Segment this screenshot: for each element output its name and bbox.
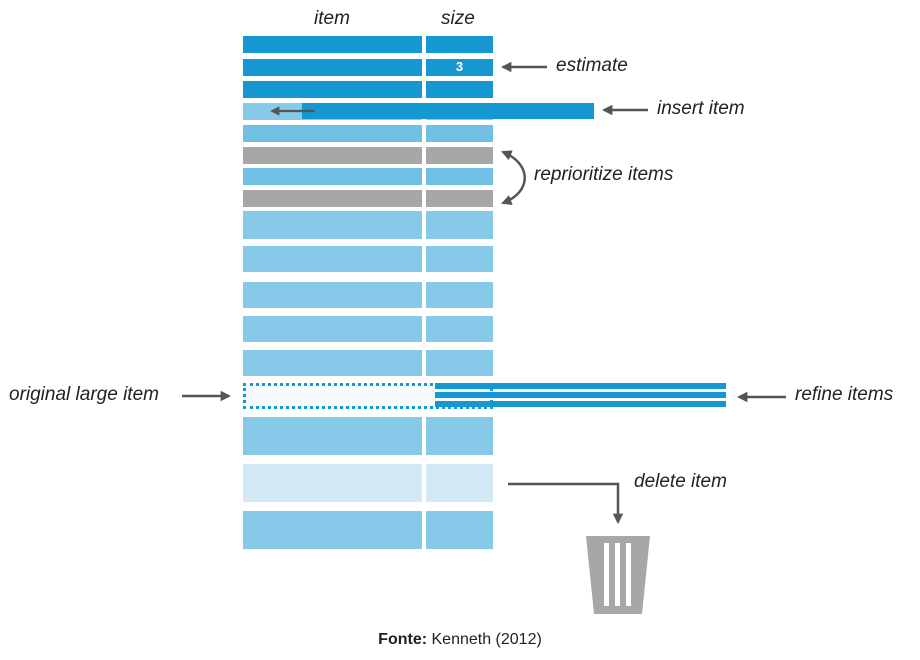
delete-item-label: delete item (634, 471, 727, 492)
row-item-cell (243, 190, 422, 207)
estimate-label: estimate (556, 55, 628, 76)
refine-item-bar-2 (435, 392, 726, 398)
row-size-cell (426, 511, 493, 549)
row-size-cell (426, 211, 493, 239)
source-caption: Fonte: Kenneth (2012) (0, 631, 920, 649)
row-item-cell (243, 350, 422, 376)
backlog-row (243, 316, 493, 342)
row-size-cell (426, 59, 493, 76)
source-text: Kenneth (2012) (431, 631, 542, 648)
row-size-cell (426, 282, 493, 308)
backlog-row (243, 81, 493, 98)
column-header-item: item (314, 8, 350, 29)
row-size-cell (426, 190, 493, 207)
row-size-cell (426, 168, 493, 185)
backlog-row (243, 464, 493, 502)
row-item-cell (243, 147, 422, 164)
backlog-row (243, 246, 493, 272)
backlog-row (243, 36, 493, 53)
row-item-cell (243, 246, 422, 272)
refine-items-label: refine items (795, 384, 894, 405)
reprioritize-arrow (501, 150, 526, 205)
row-size-cell (426, 81, 493, 98)
row-size-cell (426, 147, 493, 164)
row-item-cell (243, 168, 422, 185)
row-item-cell (243, 125, 422, 142)
backlog-row (243, 282, 493, 308)
delete-item-arrow (508, 482, 624, 525)
row-item-cell (243, 282, 422, 308)
backlog-row (243, 168, 493, 185)
row-size-cell (426, 316, 493, 342)
row-item-cell (243, 81, 422, 98)
source-label: Fonte: (378, 631, 428, 648)
backlog-row (243, 147, 493, 164)
row-item-cell (243, 316, 422, 342)
original-large-item-label: original large item (9, 384, 159, 405)
row-item-cell (243, 36, 422, 53)
reprioritize-items-label: reprioritize items (534, 164, 674, 185)
row-size-cell (426, 246, 493, 272)
row-item-cell (243, 417, 422, 455)
column-header-size: size (441, 8, 475, 29)
backlog-row (243, 190, 493, 207)
backlog-row (243, 511, 493, 549)
row-item-cell (243, 511, 422, 549)
insert-item-label: insert item (657, 98, 745, 119)
row-item-cell (243, 464, 422, 502)
row-item-cell (243, 211, 422, 239)
row-size-cell (426, 36, 493, 53)
row-size-cell (426, 417, 493, 455)
insert-item-bar (302, 103, 594, 119)
refine-item-bar-1 (435, 383, 726, 389)
row-size-cell (426, 350, 493, 376)
backlog-row (243, 417, 493, 455)
refine-item-bar-3 (435, 401, 726, 407)
row-size-cell (426, 125, 493, 142)
backlog-row (243, 125, 493, 142)
row-item-cell (243, 59, 422, 76)
backlog-row (243, 350, 493, 376)
row-size-cell (426, 464, 493, 502)
backlog-row (243, 211, 493, 239)
size-value: 3 (455, 59, 464, 74)
backlog-row (243, 59, 493, 76)
trash-bin-icon (586, 536, 650, 614)
